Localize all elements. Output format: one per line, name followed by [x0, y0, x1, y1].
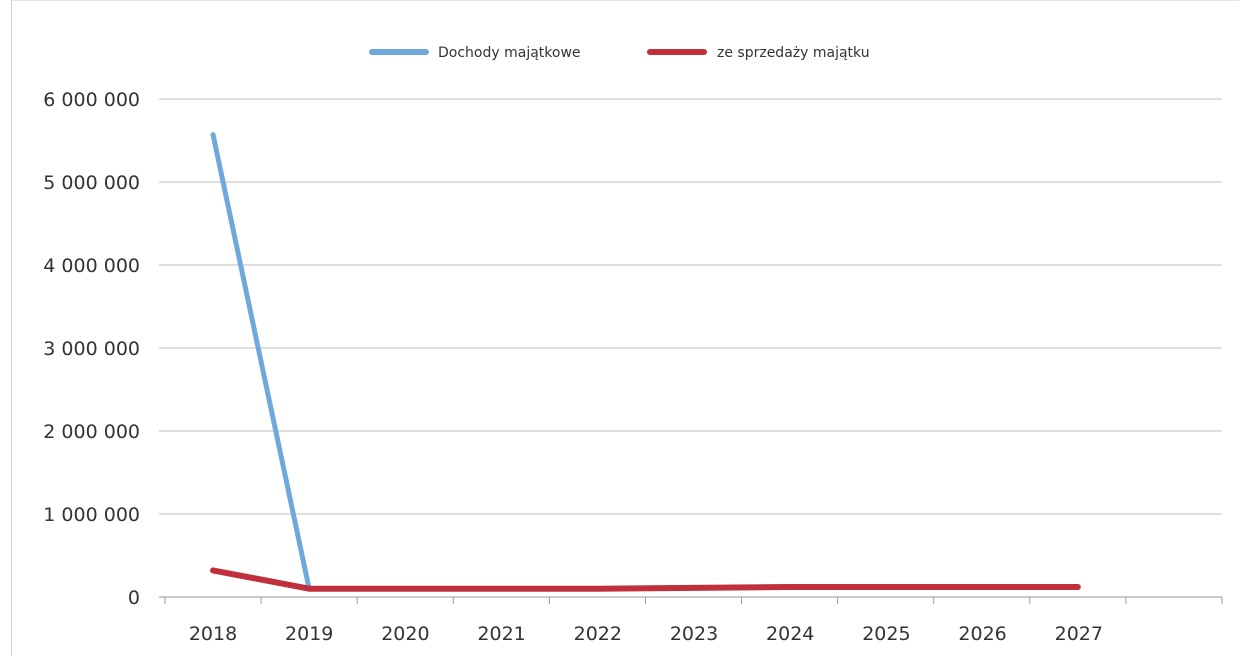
data-point: [788, 585, 792, 589]
legend-label: ze sprzedaży majątku: [717, 45, 870, 61]
series-line: [210, 132, 1081, 592]
x-axis-tick-labels: 2018 2019 2020 2021 2022 2023 2024 2025 2026 2027: [189, 623, 1103, 645]
x-tick-label: 2021: [477, 623, 525, 645]
y-tick-label: 6 000 000: [43, 89, 140, 111]
data-point: [403, 587, 407, 591]
x-tick-label: 2022: [574, 623, 622, 645]
data-point: [211, 133, 215, 137]
series-line: [210, 567, 1081, 592]
legend-label: Dochody majątkowe: [438, 45, 581, 61]
chart-frame: [11, 0, 1239, 656]
x-tick-label: 2020: [381, 623, 429, 645]
y-axis-tick-labels: 0 1 000 000 2 000 000 3 000 000 4 000 000 5 0…: [43, 89, 140, 609]
y-tick-label: 0: [128, 587, 140, 609]
data-point: [884, 585, 888, 589]
data-point: [1076, 585, 1080, 589]
y-tick-label: 2 000 000: [43, 421, 140, 443]
y-tick-label: 5 000 000: [43, 172, 140, 194]
x-tick-label: 2027: [1055, 623, 1103, 645]
x-tick-label: 2024: [766, 623, 814, 645]
x-tick-label: 2023: [670, 623, 718, 645]
data-point: [595, 587, 599, 591]
x-tick-label: 2018: [189, 623, 237, 645]
legend: Dochody majątkowe ze sprzedaży majątku: [369, 45, 870, 61]
series-lines: [210, 132, 1081, 592]
data-point: [211, 568, 215, 572]
data-point: [307, 587, 311, 591]
legend-item: ze sprzedaży majątku: [647, 45, 870, 61]
x-tick-label: 2019: [285, 623, 333, 645]
x-axis: [159, 596, 1223, 604]
gridlines: [159, 98, 1222, 515]
y-tick-label: 4 000 000: [43, 255, 140, 277]
data-point: [499, 587, 503, 591]
legend-item: Dochody majątkowe: [369, 45, 581, 61]
x-tick-label: 2026: [958, 623, 1006, 645]
y-tick-label: 1 000 000: [43, 504, 140, 526]
data-point: [980, 585, 984, 589]
series-dochody-majatkowe: [210, 132, 1081, 592]
x-tick-label: 2025: [862, 623, 910, 645]
y-tick-label: 3 000 000: [43, 338, 140, 360]
data-point: [692, 586, 696, 590]
series-ze-sprzedazy-majatku: [210, 567, 1081, 592]
